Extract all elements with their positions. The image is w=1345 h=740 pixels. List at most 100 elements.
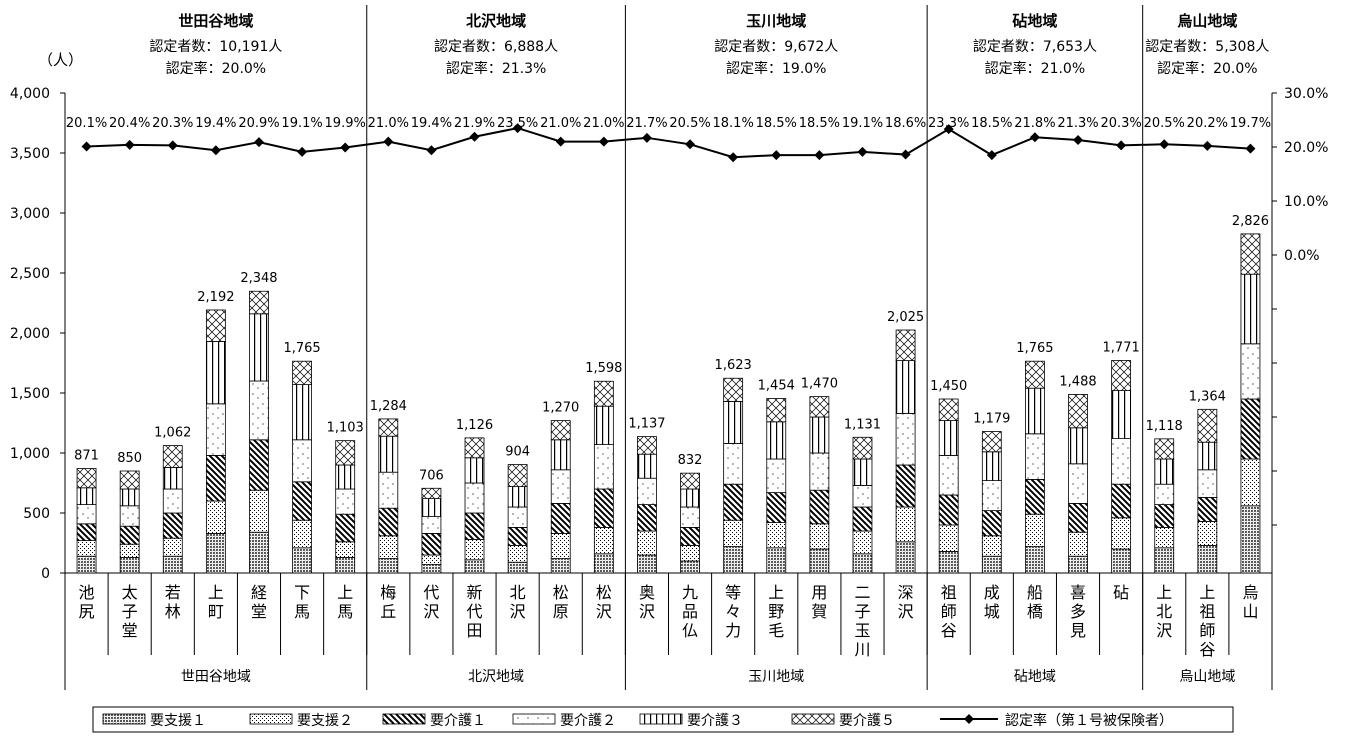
bar-segment: [464, 437, 485, 459]
category-label: 沢: [1156, 621, 1172, 640]
rate-marker: [512, 123, 523, 134]
category-label: 代: [423, 583, 439, 602]
bar-segment: [249, 489, 269, 533]
rate-label: 19.9%: [325, 116, 366, 131]
bar-segment: [464, 482, 485, 514]
bar-segment: [76, 487, 97, 505]
bar-segment: [421, 498, 442, 518]
rate-label: 21.0%: [368, 116, 409, 131]
rate-marker: [986, 150, 997, 161]
bar-segment: [981, 431, 1002, 453]
bar-segment: [1068, 394, 1088, 429]
region-bottom-label: 烏山地域: [1179, 668, 1235, 685]
bar-total-label: 1,454: [758, 379, 795, 394]
rate-label: 18.1%: [713, 116, 754, 131]
region-count: 認定者数：7,653人: [973, 39, 1097, 55]
rate-label: 19.7%: [1230, 116, 1271, 131]
legend-label: 要支援１: [150, 713, 206, 729]
category-label: 師: [1199, 621, 1215, 640]
bar-segment: [76, 540, 97, 557]
bar-total-label: 1,488: [1059, 374, 1096, 389]
bar-segment: [680, 560, 700, 574]
bar-segment: [205, 403, 226, 456]
bar-segment: [550, 439, 571, 471]
bar-segment: [637, 477, 657, 506]
rate-marker: [728, 152, 739, 163]
bar-segment: [162, 488, 183, 514]
category-label: 玉: [854, 621, 870, 640]
category-label: 深: [898, 583, 914, 602]
bar-segment: [1068, 555, 1088, 574]
y-left-tick-label: 0: [41, 566, 50, 582]
rate-label: 18.5%: [756, 116, 797, 131]
bar-segment: [637, 453, 657, 479]
legend-marker: [964, 714, 974, 724]
bar-segment: [119, 505, 140, 527]
rate-label: 21.0%: [540, 116, 581, 131]
rate-marker: [426, 145, 437, 156]
bar-segment: [895, 412, 916, 466]
region-bottom-label: 世田谷地域: [181, 669, 251, 685]
rate-marker: [1245, 143, 1256, 154]
rate-marker: [555, 136, 566, 147]
category-label: 馬: [337, 602, 353, 621]
bar-segment: [852, 553, 873, 574]
bar-segment: [1154, 458, 1175, 485]
bar-segment: [981, 480, 1002, 512]
region-rate: 認定率：20.0%: [1157, 60, 1257, 77]
bar-segment: [1154, 438, 1175, 460]
bar-total-label: 1,598: [585, 361, 622, 376]
rate-marker: [81, 141, 92, 152]
category-label: 成: [984, 583, 1000, 602]
category-label: 北: [1156, 602, 1172, 621]
bar-segment: [119, 488, 140, 507]
bar-segment: [335, 557, 356, 574]
bar-segment: [1111, 438, 1132, 485]
bar-segment: [895, 360, 916, 414]
rate-marker: [857, 146, 868, 157]
bar-segment: [593, 405, 614, 446]
bar-segment: [637, 554, 657, 574]
bar-segment: [249, 313, 269, 382]
bar-segment: [895, 464, 916, 508]
category-label: 丘: [380, 602, 396, 621]
region-count: 認定者数：9,672人: [714, 39, 838, 55]
y-right-tick-label: 20.0%: [1284, 140, 1328, 156]
bar-segment: [249, 380, 269, 441]
bar-segment: [593, 380, 614, 407]
bar-segment: [593, 488, 614, 528]
bar-segment: [852, 530, 873, 555]
category-label: 野: [768, 602, 784, 621]
region-title: 玉川地域: [746, 12, 806, 30]
legend-label: 要支援２: [297, 713, 353, 729]
bar-segment: [1025, 546, 1045, 574]
category-label: 谷: [1199, 640, 1215, 659]
bar-segment: [292, 519, 312, 549]
region-count: 認定者数：6,888人: [434, 39, 558, 55]
bar-segment: [507, 486, 528, 508]
bar-segment: [1068, 463, 1088, 504]
bar-segment: [809, 489, 830, 525]
legend-swatch: [382, 713, 426, 725]
region-count: 認定者数：10,191人: [149, 39, 282, 55]
bar-segment: [766, 492, 787, 524]
category-label: 師: [941, 602, 957, 621]
bar-segment: [1068, 427, 1088, 465]
bar-total-label: 1,450: [930, 379, 967, 394]
y-left-tick-label: 500: [23, 506, 50, 522]
category-label: 経: [251, 583, 267, 602]
bar-segment: [680, 527, 700, 546]
bar-segment: [938, 398, 959, 422]
rate-marker: [340, 142, 351, 153]
bar-segment: [205, 454, 226, 502]
bar-segment: [421, 564, 442, 574]
bar-segment: [1240, 273, 1261, 345]
bar-segment: [1197, 469, 1218, 498]
category-label: 松: [553, 583, 569, 602]
category-label: 原: [553, 602, 569, 621]
bar-total-label: 2,826: [1232, 214, 1269, 229]
bar-segment: [335, 464, 356, 490]
rate-label: 21.7%: [626, 116, 667, 131]
rate-label: 18.5%: [971, 116, 1012, 131]
bar-segment: [766, 398, 787, 423]
